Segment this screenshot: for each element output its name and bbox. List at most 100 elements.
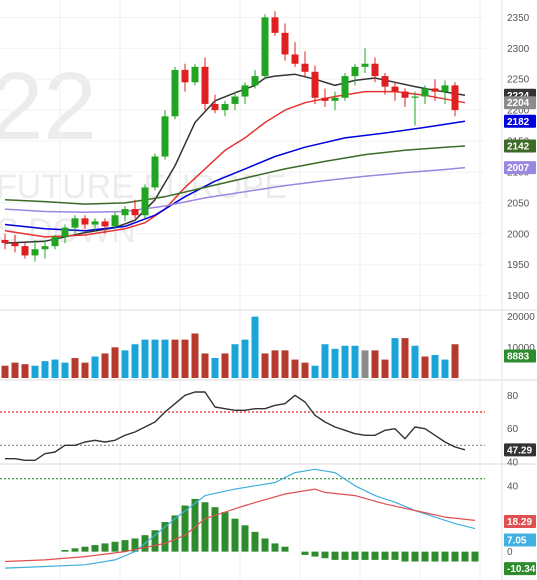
candle-body <box>61 227 69 237</box>
candle-body <box>301 63 309 72</box>
volume-bar <box>361 350 369 378</box>
macd-histogram-bar <box>381 551 389 560</box>
volume-bar <box>211 358 219 378</box>
volume-bar <box>411 345 419 378</box>
macd-histogram-bar <box>101 543 109 552</box>
volume-bar <box>61 362 69 378</box>
macd-histogram-bar <box>361 551 369 560</box>
price-pane[interactable] <box>1 11 466 262</box>
macd-histogram-bar <box>221 512 229 552</box>
macd-histogram-bar <box>441 551 449 562</box>
watermark-symbol: 22 <box>0 53 97 160</box>
candle-body <box>211 103 219 111</box>
macd-histogram-bar <box>281 546 289 552</box>
candle-body <box>261 17 269 77</box>
macd-histogram-bar <box>261 538 269 552</box>
macd-signal-line <box>4 468 476 569</box>
candle-body <box>111 215 119 227</box>
volume-bar <box>251 316 259 378</box>
macd-last-tag-1: 7.05 <box>507 536 527 547</box>
macd-histogram-bar <box>131 538 139 552</box>
volume-bar <box>381 359 389 378</box>
candle-body <box>241 85 249 97</box>
price-tick-2250: 2250 <box>507 75 530 86</box>
candle-body <box>101 221 109 227</box>
candle-body <box>141 187 149 216</box>
volume-bar <box>31 365 39 378</box>
oscillator-line <box>5 391 466 461</box>
volume-bar <box>131 344 139 378</box>
candle-body <box>351 66 359 77</box>
macd-histogram-bar <box>241 525 249 552</box>
price-tick-2300: 2300 <box>507 44 530 55</box>
candle-body <box>391 86 399 92</box>
candle-body <box>91 221 99 225</box>
candle-body <box>371 63 379 77</box>
volume-bar <box>321 344 329 378</box>
volume-bar <box>201 353 209 378</box>
volume-bar <box>21 364 29 378</box>
macd-histogram-bar <box>231 518 239 552</box>
osc-tick-80: 80 <box>507 391 519 402</box>
candle-body <box>251 76 259 86</box>
volume-bar <box>221 353 229 378</box>
macd-histogram-bar <box>351 551 359 560</box>
volume-bar <box>271 350 279 378</box>
ma-tag-ma_green: 2142 <box>507 141 530 152</box>
moving-average-ma_blue <box>4 120 466 232</box>
candle-body <box>321 97 329 101</box>
macd-histogram-bar <box>211 507 219 552</box>
osc-last-tag-bg <box>504 443 536 457</box>
volume-bar <box>241 339 249 378</box>
macd-last-tag-0: 18.29 <box>507 517 532 528</box>
volume-bar <box>341 345 349 378</box>
candle-body <box>71 218 79 228</box>
volume-bar <box>311 365 319 378</box>
ma-tag-ma_mid-bg <box>504 96 536 110</box>
volume-bar <box>41 361 49 378</box>
volume-bar <box>451 344 459 378</box>
candle-body <box>171 69 179 117</box>
candle-body <box>401 91 409 98</box>
volume-bar <box>431 354 439 378</box>
macd-histogram-bar <box>121 540 129 552</box>
moving-average-ma_green <box>4 145 466 205</box>
macd-last-tag-2-bg <box>504 562 536 576</box>
macd-histogram-bar <box>391 551 399 560</box>
macd-histogram-bar <box>421 551 429 562</box>
volume-bar <box>331 348 339 378</box>
macd-histogram-bar <box>431 551 439 562</box>
candle-body <box>291 54 299 64</box>
volume-bar <box>391 338 399 378</box>
macd-histogram-bar <box>321 551 329 559</box>
volume-bar <box>91 356 99 378</box>
macd-histogram-bar <box>311 551 319 557</box>
candle-body <box>51 236 59 247</box>
osc-tick-40: 40 <box>507 458 519 469</box>
candle-body <box>151 156 159 188</box>
macd-histogram-bar <box>161 522 169 552</box>
candle-body <box>281 32 289 55</box>
candle-body <box>231 96 239 104</box>
oscillator-pane[interactable] <box>0 391 485 480</box>
macd-tick-40: 40 <box>507 481 519 492</box>
candle-body <box>81 218 89 225</box>
volume-bar <box>421 356 429 378</box>
price-axis: 2350230022502200215021002050200019501900… <box>504 13 536 576</box>
macd-histogram-bar <box>91 545 99 552</box>
macd-histogram-bar <box>201 502 209 552</box>
osc-last-tag: 47.29 <box>507 445 532 456</box>
candle-body <box>271 17 279 33</box>
volume-bar <box>231 344 239 378</box>
volume-bar <box>81 362 89 378</box>
candle-body <box>1 239 9 244</box>
volume-pane[interactable] <box>1 316 459 378</box>
candle-body <box>441 85 449 92</box>
macd-pane[interactable] <box>4 468 479 569</box>
macd-histogram-bar <box>471 551 479 562</box>
volume-bar <box>161 339 169 378</box>
volume-bar <box>11 362 19 378</box>
macd-histogram-bar <box>181 505 189 552</box>
